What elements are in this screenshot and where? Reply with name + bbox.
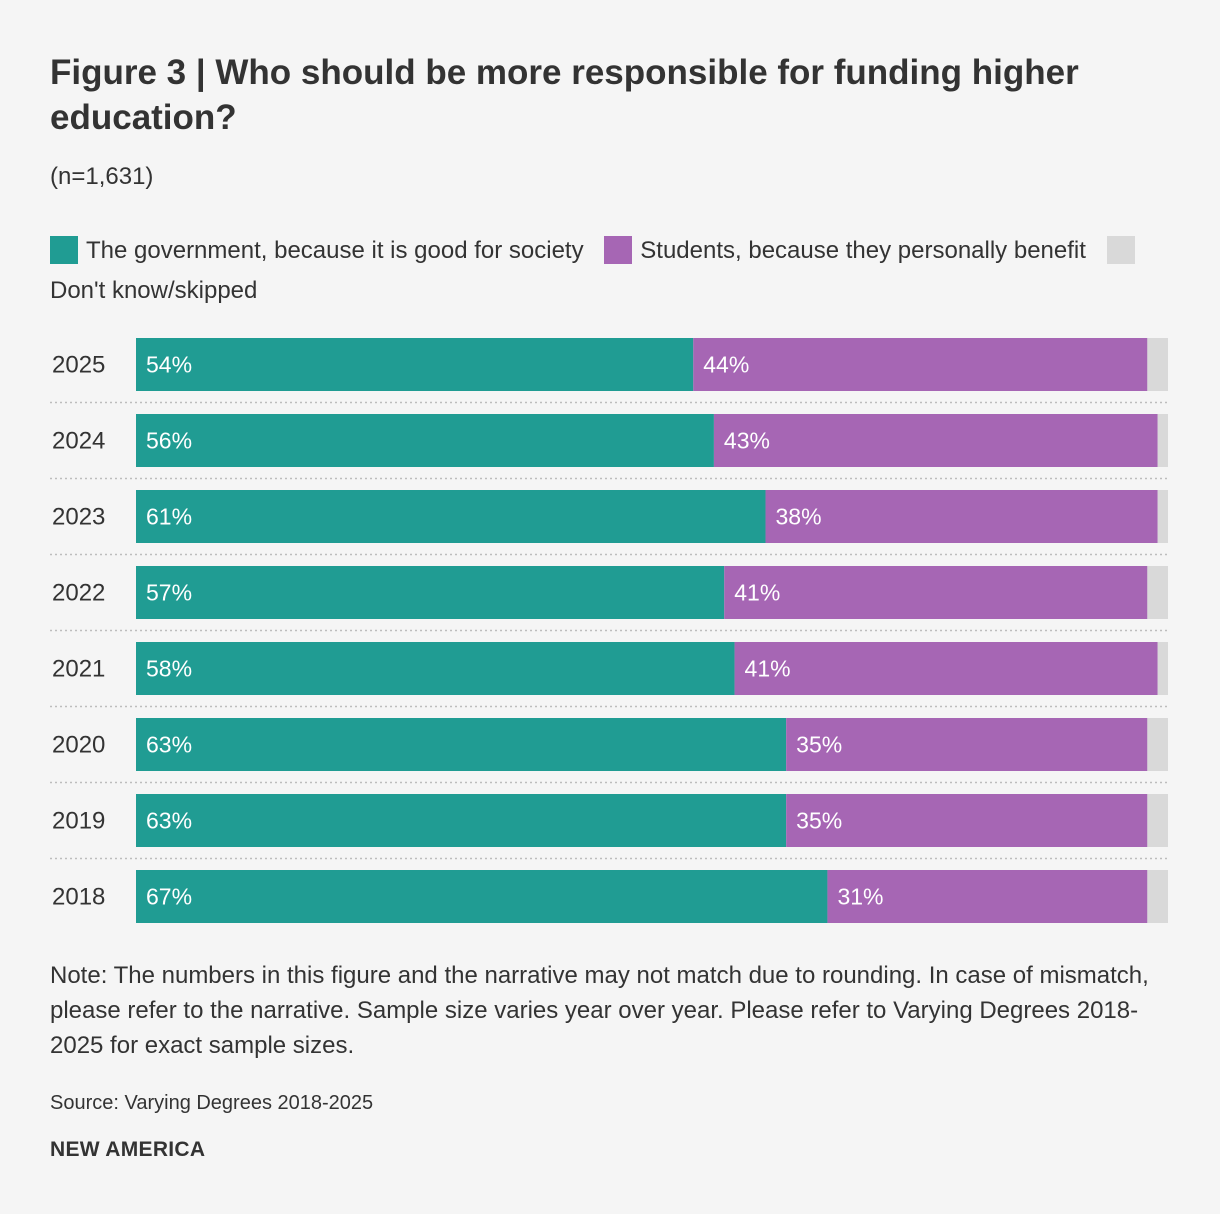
data-label: 31% [837, 884, 883, 910]
chart-title: Figure 3 | Who should be more responsibl… [50, 53, 1079, 137]
data-label: 57% [146, 580, 192, 606]
category-label: 2021 [52, 656, 105, 683]
bar-segment-students [734, 642, 1158, 695]
legend-item-government: The government, because it is good for s… [50, 236, 584, 264]
category-label: 2024 [52, 428, 105, 455]
chart-legend: The government, because it is good for s… [50, 231, 1180, 311]
bar-segment-students [693, 338, 1148, 391]
legend-item-dont-know: Don't know/skipped [50, 236, 1143, 304]
legend-swatch-government [50, 236, 78, 264]
category-label: 2018 [52, 884, 105, 911]
bar-segment-government [136, 566, 725, 619]
data-label: 63% [146, 808, 192, 834]
data-label: 41% [745, 656, 791, 682]
bar-segment-dont-know [1147, 566, 1168, 619]
data-label: 54% [146, 352, 192, 378]
category-label: 2022 [52, 580, 105, 607]
chart-subtitle: (n=1,631) [50, 163, 154, 190]
legend-swatch-dont-know [1106, 236, 1135, 264]
bar-segment-dont-know [1147, 794, 1168, 847]
legend-item-students: Students, because they personally benefi… [604, 236, 1086, 264]
bar-segment-government [136, 414, 714, 467]
bar-segment-students [786, 794, 1148, 847]
data-label: 67% [146, 884, 192, 910]
data-label: 61% [146, 504, 192, 530]
bar-segment-government [136, 490, 766, 543]
category-label: 2019 [52, 808, 105, 835]
legend-label-students: Students, because they personally benefi… [640, 237, 1086, 264]
brand-logo-text: NEW AMERICA [50, 1138, 206, 1161]
data-label: 56% [146, 428, 192, 454]
data-label: 44% [703, 352, 749, 378]
data-label: 35% [796, 732, 842, 758]
bar-segment-students [765, 490, 1158, 543]
category-label: 2025 [52, 352, 105, 379]
legend-label-dont-know: Don't know/skipped [50, 277, 258, 304]
data-label: 38% [776, 504, 822, 530]
bar-segment-students [786, 718, 1148, 771]
bar-segment-dont-know [1147, 718, 1168, 771]
bar-segment-students [724, 566, 1148, 619]
bar-segment-dont-know [1157, 642, 1168, 695]
data-label: 58% [146, 656, 192, 682]
data-label: 63% [146, 732, 192, 758]
bar-segment-dont-know [1147, 870, 1168, 923]
bar-segment-students [827, 870, 1148, 923]
data-label: 43% [724, 428, 770, 454]
legend-label-government: The government, because it is good for s… [86, 237, 584, 264]
bar-segment-government [136, 718, 787, 771]
chart-source: Source: Varying Degrees 2018-2025 [50, 1092, 374, 1114]
bar-segment-dont-know [1157, 414, 1168, 467]
bar-segment-government [136, 794, 787, 847]
bar-segment-government [136, 870, 828, 923]
bar-segment-dont-know [1147, 338, 1168, 391]
bar-segment-government [136, 642, 735, 695]
bar-segment-government [136, 338, 694, 391]
data-label: 35% [796, 808, 842, 834]
legend-swatch-students [604, 236, 633, 264]
chart-note: Note: The numbers in this figure and the… [50, 962, 1149, 1059]
category-label: 2020 [52, 732, 105, 759]
bar-segment-students [713, 414, 1158, 467]
data-label: 41% [734, 580, 780, 606]
bar-segment-dont-know [1157, 490, 1168, 543]
category-label: 2023 [52, 504, 105, 531]
